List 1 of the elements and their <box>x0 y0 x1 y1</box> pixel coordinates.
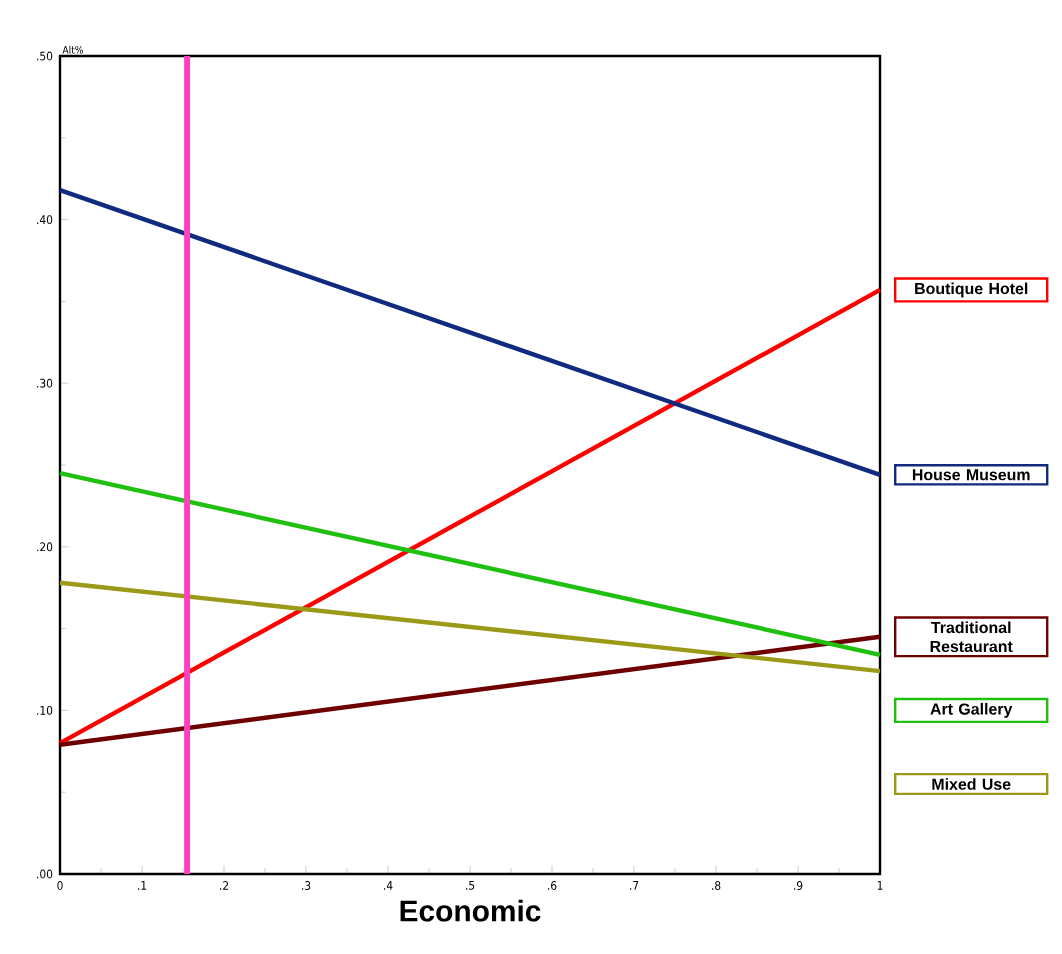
x-axis-title: Economic <box>400 899 541 922</box>
